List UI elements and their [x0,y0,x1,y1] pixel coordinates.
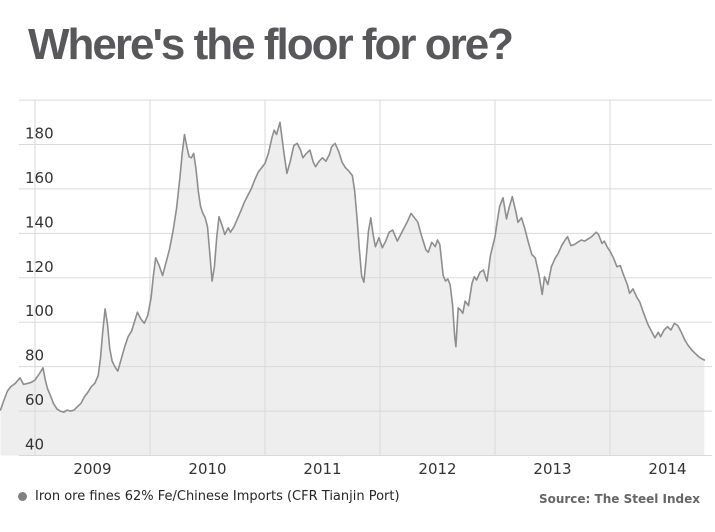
legend-label: Iron ore fines 62% Fe/Chinese Imports (C… [35,489,400,504]
y-axis-label: 180 [25,125,54,143]
area-fill [0,122,705,456]
series-line [0,121,706,413]
legend-marker-icon [18,492,27,501]
x-axis-label: 2011 [303,460,341,478]
y-axis-label: 160 [25,169,54,187]
x-axis-label: 2014 [648,460,686,478]
legend: Iron ore fines 62% Fe/Chinese Imports (C… [18,489,400,504]
x-axis-label: 2010 [188,460,226,478]
y-axis-label: 60 [25,391,44,409]
x-axis-label: 2012 [418,460,456,478]
y-axis-label: 120 [25,258,54,276]
x-axis-label: 2013 [533,460,571,478]
y-axis-label: 40 [25,436,44,454]
source-credit: Source: The Steel Index [538,492,700,506]
y-axis-label: 80 [25,347,44,365]
x-axis-label: 2009 [73,460,111,478]
chart-title: Where's the floor for ore? [28,20,514,69]
y-axis-label: 100 [25,302,54,320]
y-axis-label: 140 [25,213,54,231]
